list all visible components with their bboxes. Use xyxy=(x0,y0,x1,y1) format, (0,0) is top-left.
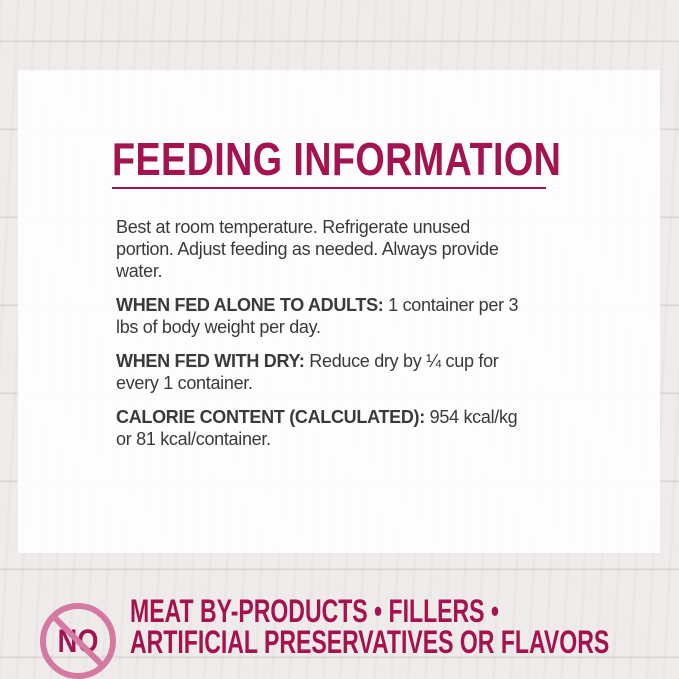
info-panel xyxy=(18,70,660,553)
section-text: Reduce dry by ¼ cup for every 1 containe… xyxy=(116,351,499,393)
section-calories: CALORIE CONTENT (CALCULATED): 954 kcal/k… xyxy=(116,406,526,450)
section-text: 954 kcal/kg or 81 kcal/container. xyxy=(116,407,518,449)
section-with-dry: WHEN FED WITH DRY: Reduce dry by ¼ cup f… xyxy=(116,350,526,394)
section-label: WHEN FED WITH DRY: xyxy=(116,351,305,371)
claims-line-1: MEAT BY-PRODUCTS • FILLERS • xyxy=(130,593,499,629)
section-text: 1 container per 3 lbs of body weight per… xyxy=(116,295,519,337)
section-adults: WHEN FED ALONE TO ADULTS: 1 container pe… xyxy=(116,294,526,338)
prohibited-no-icon: NO xyxy=(40,603,116,679)
no-claims: MEAT BY-PRODUCTS • FILLERS • ARTIFICIAL … xyxy=(130,593,610,660)
section-label: CALORIE CONTENT (CALCULATED): xyxy=(116,407,425,427)
feeding-body: Best at room temperature. Refrigerate un… xyxy=(116,216,526,462)
page-title: FEEDING INFORMATION xyxy=(112,133,562,185)
section-label: WHEN FED ALONE TO ADULTS: xyxy=(116,295,384,315)
claims-line-2: ARTIFICIAL PRESERVATIVES OR FLAVORS xyxy=(130,624,610,660)
title-underline xyxy=(112,187,546,189)
intro-text: Best at room temperature. Refrigerate un… xyxy=(116,217,499,281)
